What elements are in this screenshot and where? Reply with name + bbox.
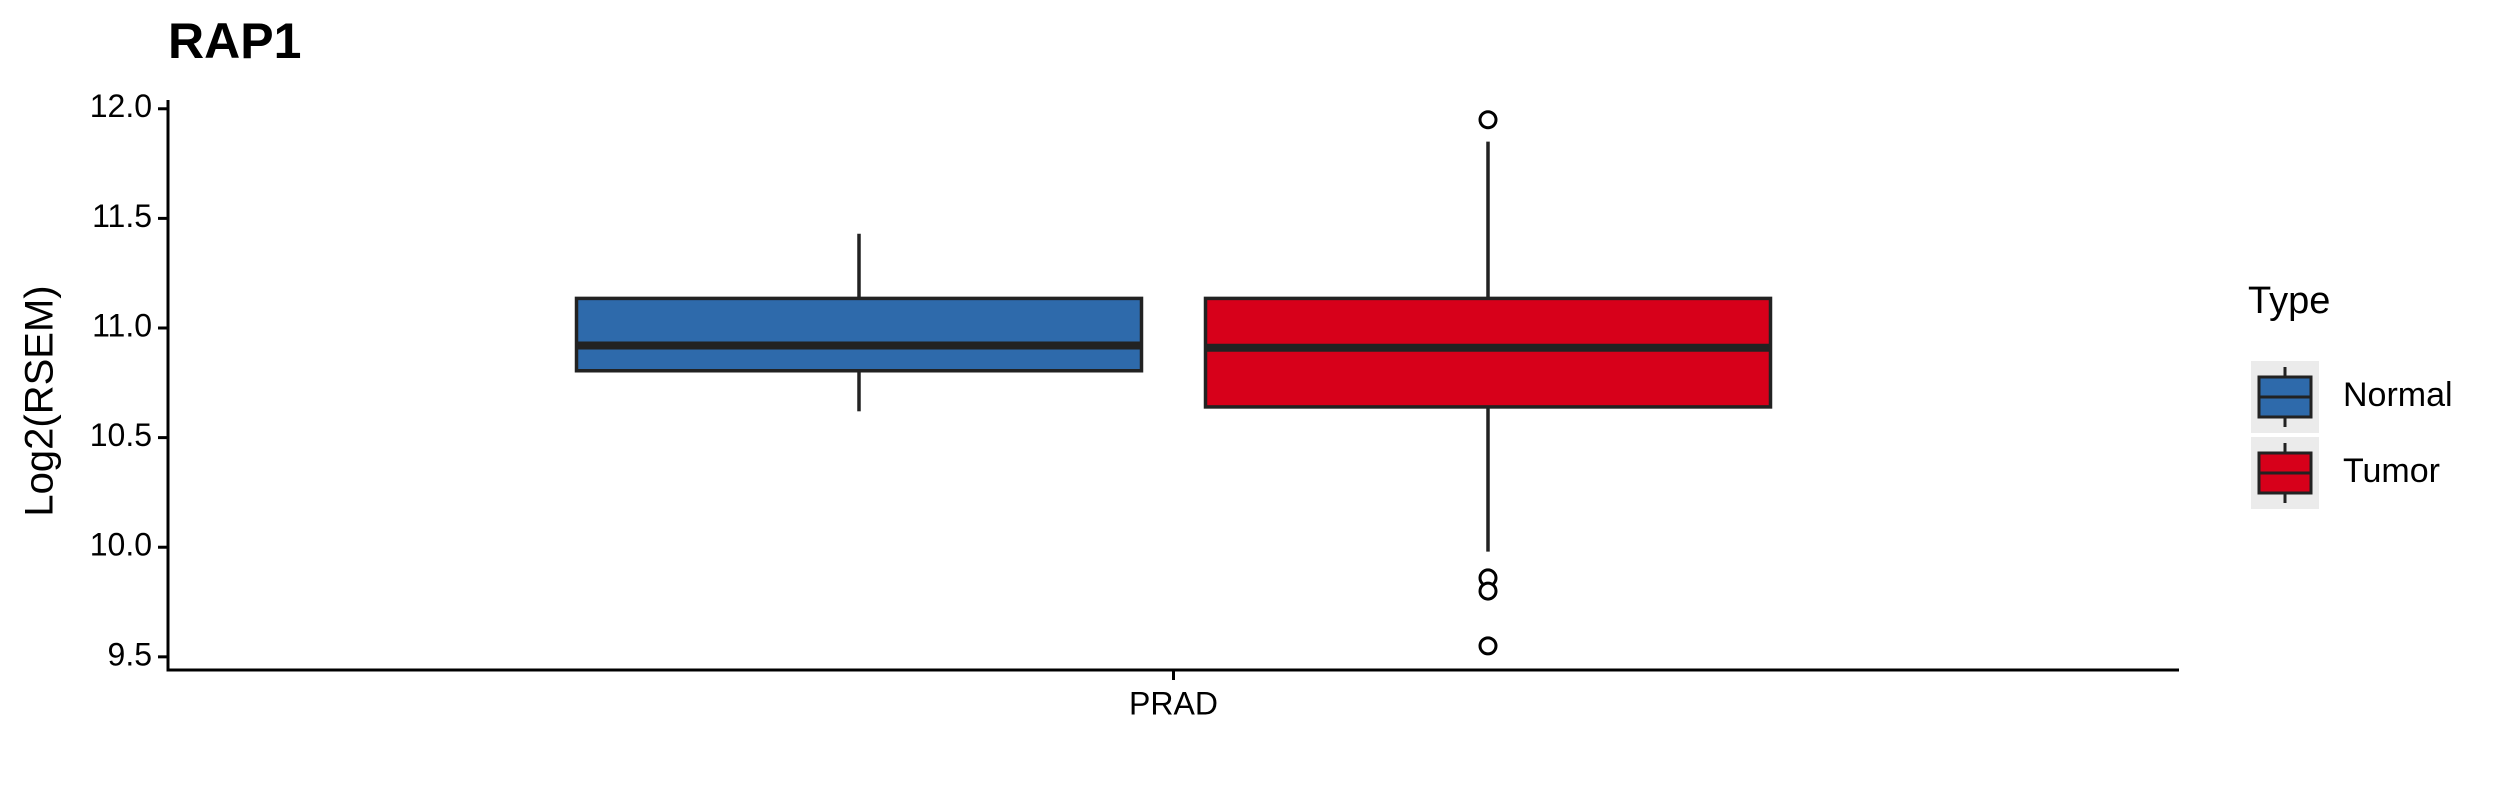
chart-title: RAP1 [168,13,301,69]
box [1203,296,1773,409]
outlier [1478,636,1498,656]
y-tick-label: 12.0 [90,88,152,124]
y-tick-label: 10.0 [90,527,152,563]
outlier [1478,110,1498,130]
y-tick-label: 10.5 [90,417,152,453]
y-axis-title: Log2(RSEM) [18,285,62,516]
legend-label: Normal [2343,376,2453,414]
outlier [1478,581,1498,601]
legend-title: Type [2248,280,2330,322]
legend-label: Tumor [2343,452,2440,490]
y-tick-label: 11.5 [92,198,152,234]
y-tick-label: 9.5 [108,636,152,672]
x-tick-label: PRAD [1129,685,1218,721]
y-tick-label: 11.0 [92,307,152,343]
box [574,296,1144,373]
